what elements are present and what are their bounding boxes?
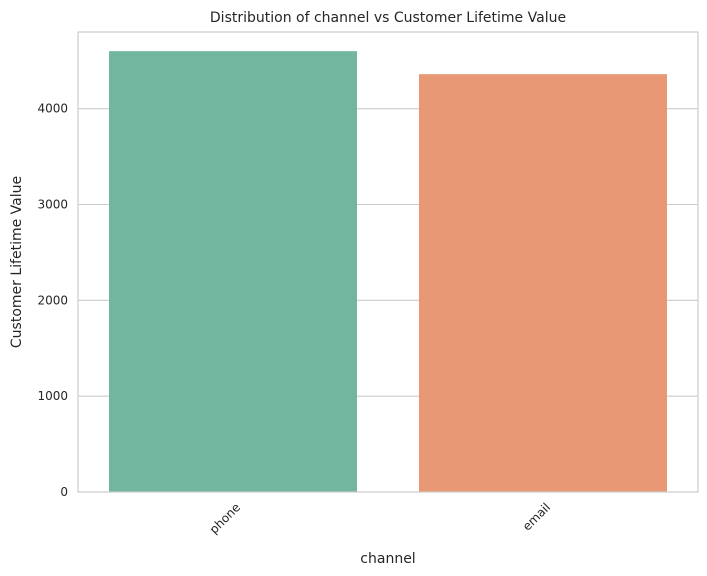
x-axis-label: channel [360, 551, 415, 567]
y-axis-ticks: 0 1000 2000 3000 4000 [37, 102, 68, 499]
x-axis-ticks: phone email [207, 500, 553, 536]
y-tick-label: 1000 [37, 389, 68, 403]
plot-frame [77, 31, 699, 493]
y-tick-label: 4000 [37, 102, 68, 116]
x-tick-label: email [520, 500, 553, 533]
bars-group [109, 51, 667, 493]
y-tick-label: 2000 [37, 293, 68, 307]
y-tick-label: 0 [60, 485, 68, 499]
x-tick-label: phone [207, 500, 243, 536]
y-axis-label: Customer Lifetime Value [9, 176, 25, 348]
bar-email [419, 74, 667, 493]
bar-phone [109, 51, 357, 493]
chart-title: Distribution of channel vs Customer Life… [210, 10, 566, 26]
y-tick-label: 3000 [37, 198, 68, 212]
